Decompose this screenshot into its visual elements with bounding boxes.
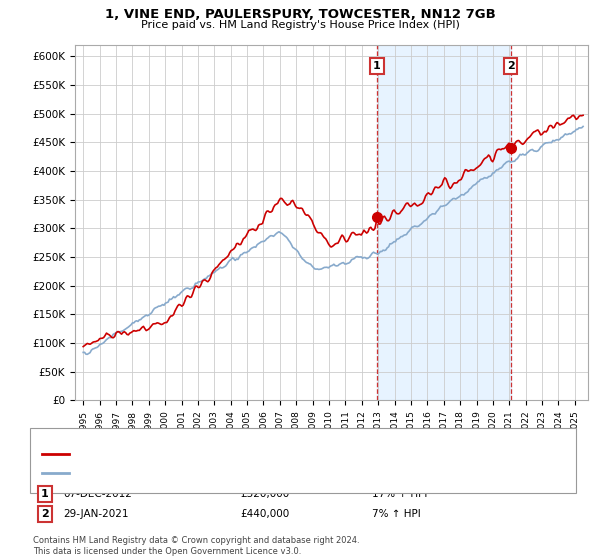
Text: HPI: Average price, detached house, West Northamptonshire: HPI: Average price, detached house, West… xyxy=(72,468,369,478)
Text: 17% ↑ HPI: 17% ↑ HPI xyxy=(372,489,427,499)
Text: 1, VINE END, PAULERSPURY, TOWCESTER, NN12 7GB: 1, VINE END, PAULERSPURY, TOWCESTER, NN1… xyxy=(104,8,496,21)
Text: Contains HM Land Registry data © Crown copyright and database right 2024.
This d: Contains HM Land Registry data © Crown c… xyxy=(33,536,359,556)
Text: 1: 1 xyxy=(41,489,49,499)
Text: 1: 1 xyxy=(373,61,381,71)
Text: £440,000: £440,000 xyxy=(240,509,289,519)
Text: 7% ↑ HPI: 7% ↑ HPI xyxy=(372,509,421,519)
Text: £320,000: £320,000 xyxy=(240,489,289,499)
Bar xyxy=(377,45,511,400)
Text: 29-JAN-2021: 29-JAN-2021 xyxy=(63,509,128,519)
Text: 1, VINE END, PAULERSPURY, TOWCESTER, NN12 7GB (detached house): 1, VINE END, PAULERSPURY, TOWCESTER, NN1… xyxy=(72,449,420,459)
Text: 07-DEC-2012: 07-DEC-2012 xyxy=(63,489,132,499)
Text: 2: 2 xyxy=(41,509,49,519)
Text: Price paid vs. HM Land Registry's House Price Index (HPI): Price paid vs. HM Land Registry's House … xyxy=(140,20,460,30)
Text: 2: 2 xyxy=(507,61,515,71)
